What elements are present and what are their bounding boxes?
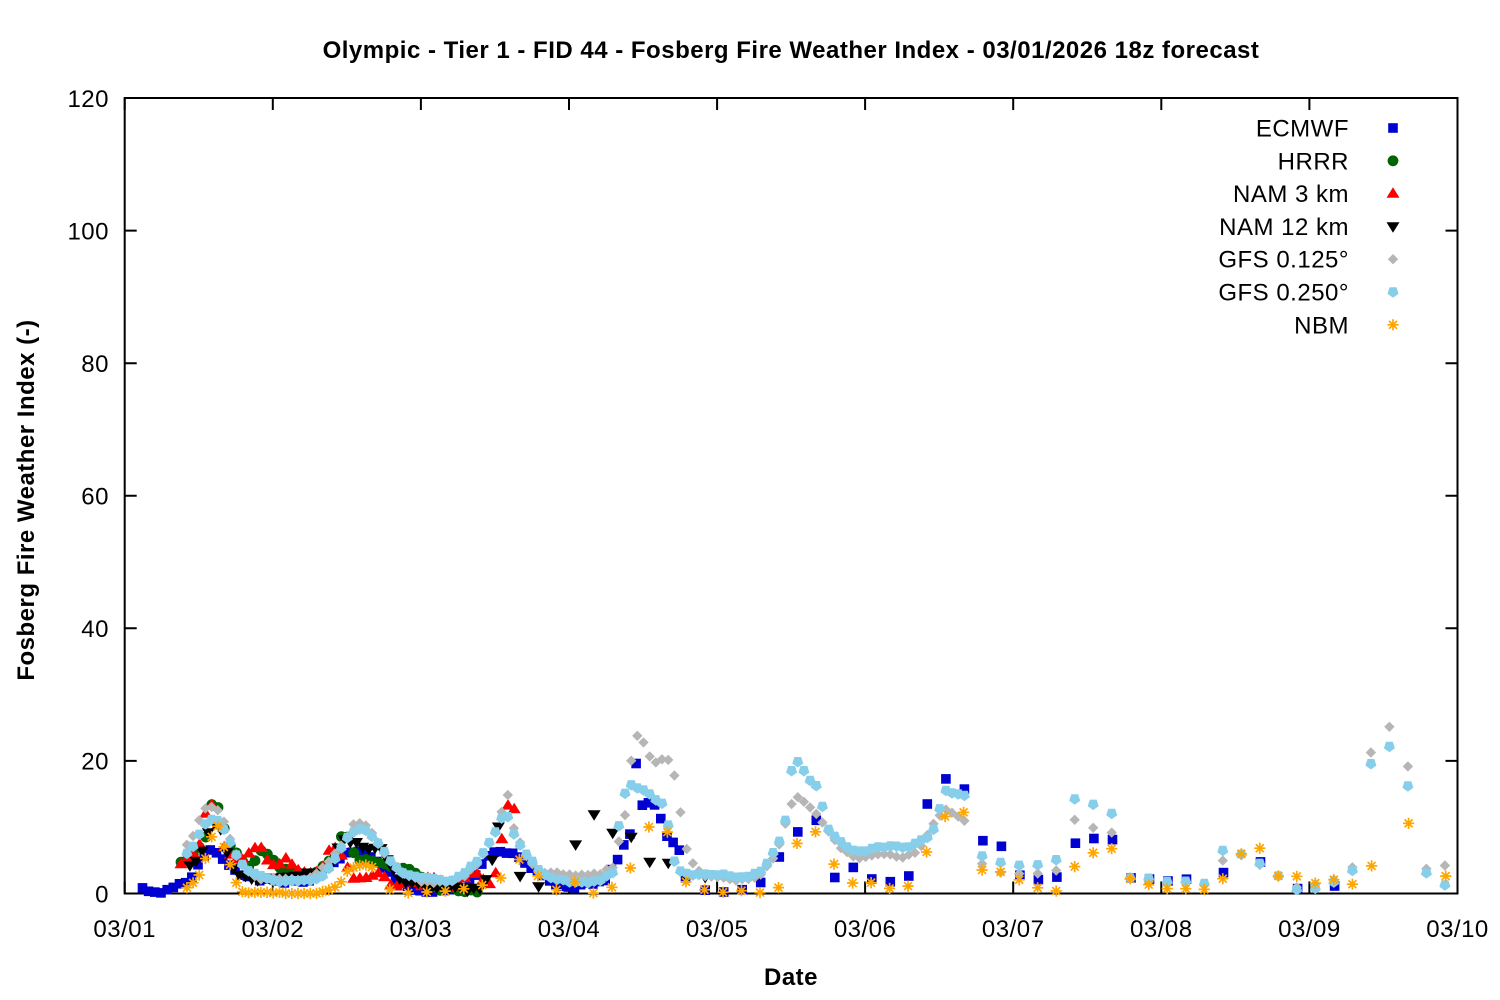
svg-text:0: 0 xyxy=(95,881,109,908)
svg-text:40: 40 xyxy=(81,616,109,643)
svg-text:03/02: 03/02 xyxy=(242,916,305,943)
svg-text:GFS 0.250°: GFS 0.250° xyxy=(1218,280,1349,307)
svg-text:80: 80 xyxy=(81,351,109,378)
svg-text:03/05: 03/05 xyxy=(686,916,749,943)
svg-text:Date: Date xyxy=(764,964,818,991)
svg-text:ECMWF: ECMWF xyxy=(1256,116,1349,143)
svg-text:03/08: 03/08 xyxy=(1130,916,1193,943)
svg-text:NAM 12 km: NAM 12 km xyxy=(1219,214,1349,241)
svg-text:03/01: 03/01 xyxy=(93,916,156,943)
svg-text:03/10: 03/10 xyxy=(1426,916,1489,943)
svg-text:03/09: 03/09 xyxy=(1278,916,1341,943)
svg-text:100: 100 xyxy=(67,218,109,245)
svg-text:03/07: 03/07 xyxy=(982,916,1045,943)
svg-text:NAM 3 km: NAM 3 km xyxy=(1233,181,1349,208)
svg-text:03/03: 03/03 xyxy=(390,916,453,943)
svg-text:NBM: NBM xyxy=(1294,312,1349,339)
svg-text:20: 20 xyxy=(81,749,109,776)
svg-text:Olympic - Tier 1 - FID 44 - Fo: Olympic - Tier 1 - FID 44 - Fosberg Fire… xyxy=(323,37,1260,64)
svg-text:03/06: 03/06 xyxy=(834,916,897,943)
svg-text:GFS 0.125°: GFS 0.125° xyxy=(1218,247,1349,274)
svg-text:HRRR: HRRR xyxy=(1278,148,1349,175)
svg-text:120: 120 xyxy=(67,86,109,113)
svg-text:03/04: 03/04 xyxy=(538,916,601,943)
svg-text:60: 60 xyxy=(81,484,109,511)
svg-text:Fosberg Fire Weather Index (-): Fosberg Fire Weather Index (-) xyxy=(13,319,40,680)
